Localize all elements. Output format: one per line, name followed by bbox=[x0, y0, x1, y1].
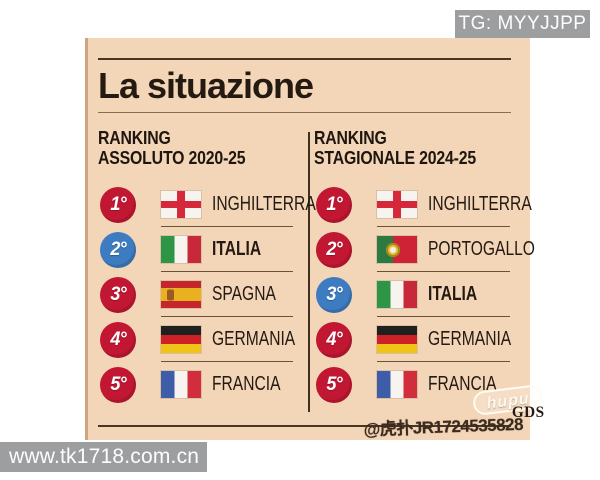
rank-number: 4° bbox=[326, 328, 342, 350]
rank-badge: 1° bbox=[316, 186, 352, 223]
top-rule bbox=[98, 58, 511, 60]
country-label: ITALIA bbox=[212, 238, 262, 260]
rank-number: 5° bbox=[326, 373, 342, 395]
ranking-row: 1° INGHILTERRA bbox=[98, 182, 316, 227]
country-label: FRANCIA bbox=[212, 373, 281, 395]
rank-badge: 5° bbox=[316, 366, 352, 403]
rank-number: 2° bbox=[110, 238, 126, 260]
ranking-row: 5° FRANCIA bbox=[98, 362, 294, 407]
column-header-line1: RANKING bbox=[314, 128, 387, 148]
flag-england-icon bbox=[161, 191, 201, 218]
rank-number: 1° bbox=[326, 193, 342, 215]
country-label: INGHILTERRA bbox=[428, 193, 532, 215]
country-label: GERMANIA bbox=[428, 328, 512, 350]
watermark-bottom-left: www.tk1718.com.cn bbox=[0, 442, 207, 472]
rank-badge: 4° bbox=[316, 321, 352, 358]
watermark-top-right: TG: MYYJJPP bbox=[455, 10, 590, 38]
ranking-panel: La situazione RANKING ASSOLUTO 2020-25 1… bbox=[85, 38, 545, 440]
column-ranking-stagionale: RANKING STAGIONALE 2024-25 1° INGHILTERR… bbox=[314, 128, 535, 407]
flag-germany-icon bbox=[377, 326, 417, 353]
ranking-row: 4° GERMANIA bbox=[314, 317, 511, 362]
rank-number: 1° bbox=[110, 193, 126, 215]
flag-france-icon bbox=[377, 371, 417, 398]
country-label: FRANCIA bbox=[428, 373, 497, 395]
rank-number: 3° bbox=[110, 283, 126, 305]
rank-number: 5° bbox=[110, 373, 126, 395]
rank-badge: 3° bbox=[100, 276, 136, 313]
flag-germany-icon bbox=[161, 326, 201, 353]
ranking-row: 4° GERMANIA bbox=[98, 317, 296, 362]
rank-badge: 1° bbox=[100, 186, 136, 223]
rank-badge: 5° bbox=[100, 366, 136, 403]
flag-portugal-icon bbox=[377, 236, 417, 263]
ranking-row-highlighted: 2° ITALIA bbox=[98, 227, 294, 272]
country-label: PORTOGALLO bbox=[428, 238, 535, 260]
rank-badge: 2° bbox=[100, 231, 136, 268]
column-header: RANKING ASSOLUTO 2020-25 bbox=[98, 128, 294, 182]
gds-watermark: GDS bbox=[511, 404, 545, 421]
flag-england-icon bbox=[377, 191, 417, 218]
country-label: GERMANIA bbox=[212, 328, 296, 350]
flag-italy-icon bbox=[377, 281, 417, 308]
ranking-row: 1° INGHILTERRA bbox=[314, 182, 532, 227]
ranking-row: 5° FRANCIA bbox=[314, 362, 511, 407]
rank-number: 2° bbox=[326, 238, 342, 260]
column-divider bbox=[308, 132, 310, 412]
country-label: INGHILTERRA bbox=[212, 193, 316, 215]
rank-badge: 2° bbox=[316, 231, 352, 268]
column-header: RANKING STAGIONALE 2024-25 bbox=[314, 128, 511, 182]
column-header-line2: STAGIONALE 2024-25 bbox=[314, 148, 477, 168]
flag-france-icon bbox=[161, 371, 201, 398]
rank-badge: 4° bbox=[100, 321, 136, 358]
title-underline-rule bbox=[98, 112, 511, 113]
column-ranking-assoluto: RANKING ASSOLUTO 2020-25 1° INGHILTERRA … bbox=[98, 128, 316, 407]
flag-italy-icon bbox=[161, 236, 201, 263]
ranking-row: 3° SPAGNA bbox=[98, 272, 294, 317]
ranking-row: 2° PORTOGALLO bbox=[314, 227, 535, 272]
hupu-user-watermark: @虎扑JR1724535828 bbox=[363, 414, 524, 440]
country-label: ITALIA bbox=[428, 283, 478, 305]
country-label: SPAGNA bbox=[212, 283, 276, 305]
rank-number: 3° bbox=[326, 283, 342, 305]
rank-number: 4° bbox=[110, 328, 126, 350]
ranking-row-highlighted: 3° ITALIA bbox=[314, 272, 511, 317]
rank-badge: 3° bbox=[316, 276, 352, 313]
column-header-line1: RANKING bbox=[98, 128, 171, 148]
bottom-rule bbox=[98, 425, 511, 427]
page-title: La situazione bbox=[98, 65, 314, 106]
flag-spain-icon bbox=[161, 281, 201, 308]
column-header-line2: ASSOLUTO 2020-25 bbox=[98, 148, 246, 168]
